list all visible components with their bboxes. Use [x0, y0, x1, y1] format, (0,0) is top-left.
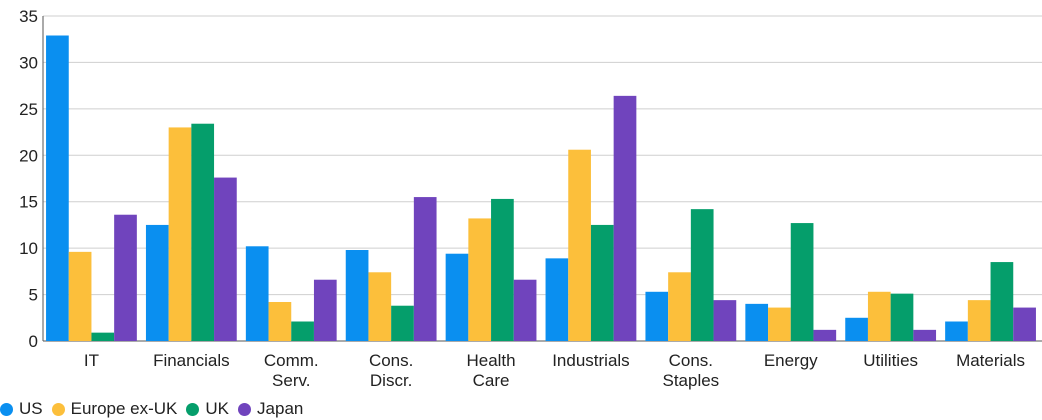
bar	[91, 332, 115, 341]
x-tick-label: Health	[466, 351, 515, 370]
bar	[945, 321, 968, 341]
bar	[68, 251, 92, 341]
bar	[368, 272, 392, 341]
bar	[168, 127, 192, 341]
y-tick-label: 20	[19, 146, 38, 165]
legend-marker	[0, 402, 13, 416]
y-tick-label: 0	[29, 332, 38, 351]
x-tick-label: IT	[84, 351, 99, 370]
bar	[845, 317, 868, 341]
x-tick-label: Staples	[662, 371, 719, 390]
x-tick-label: Energy	[764, 351, 818, 370]
y-tick-label: 35	[19, 7, 38, 26]
bar	[590, 224, 614, 341]
legend-label: Japan	[257, 399, 304, 418]
bar	[690, 209, 714, 341]
bar	[114, 214, 137, 341]
bar	[813, 329, 837, 341]
bar	[790, 223, 814, 341]
legend-label: Europe ex-UK	[70, 399, 178, 418]
bar	[668, 272, 691, 341]
bar	[413, 197, 437, 341]
bar	[967, 300, 991, 341]
legend-item: Japan	[238, 399, 303, 419]
legend-item: US	[0, 399, 43, 419]
legend-item: Europe ex-UK	[51, 399, 178, 419]
bar	[768, 307, 791, 341]
y-tick-label: 5	[29, 286, 38, 305]
bar	[268, 302, 292, 341]
y-tick-label: 15	[19, 193, 38, 212]
y-tick-label: 10	[19, 239, 38, 258]
bar	[513, 279, 537, 341]
x-tick-label: Cons.	[369, 351, 413, 370]
bar	[46, 35, 69, 341]
bar	[145, 224, 169, 341]
legend-label: US	[19, 399, 43, 418]
bar	[345, 250, 369, 341]
bar	[713, 300, 737, 341]
legend: US Europe ex-UK UK Japan	[0, 398, 312, 420]
legend-label: UK	[205, 399, 230, 418]
x-tick-label: Financials	[153, 351, 230, 370]
bar	[745, 303, 769, 341]
y-tick-label: 25	[19, 100, 38, 119]
bar	[545, 258, 569, 341]
y-axis: 0 5 10 15 20 25 30 35	[19, 7, 44, 351]
bar	[291, 321, 314, 341]
bar	[568, 149, 591, 341]
chart: 0 5 10 15 20 25 30 35 IT Financials Comm.Serv. Con…	[19, 7, 1042, 390]
x-tick-label: Comm.	[264, 351, 319, 370]
bar	[468, 218, 492, 341]
x-tick-label: Cons.	[669, 351, 713, 370]
bars	[46, 35, 1036, 341]
bar	[214, 177, 237, 341]
bar	[890, 293, 914, 341]
y-tick-label: 30	[19, 53, 38, 72]
bar	[191, 123, 215, 341]
bar	[990, 262, 1014, 341]
bar	[313, 279, 337, 341]
bar	[867, 291, 891, 341]
x-tick-label: Care	[473, 371, 510, 390]
bar	[445, 253, 469, 341]
x-tick-label: Industrials	[552, 351, 629, 370]
bar	[645, 291, 669, 341]
x-tick-label: Serv.	[272, 371, 310, 390]
bar	[1013, 307, 1036, 341]
bar	[391, 305, 414, 341]
legend-marker	[238, 402, 252, 416]
bar	[913, 329, 937, 341]
x-tick-label: Materials	[956, 351, 1025, 370]
legend-marker	[51, 402, 65, 416]
x-tick-label: Discr.	[370, 371, 413, 390]
legend-marker	[186, 402, 200, 416]
x-tick-label: Utilities	[863, 351, 918, 370]
legend-item: UK	[186, 399, 229, 419]
x-axis: IT Financials Comm.Serv.Cons.Discr.HealthC…	[84, 351, 1025, 390]
bar	[613, 95, 637, 341]
bar	[491, 198, 514, 341]
bar	[245, 246, 269, 341]
